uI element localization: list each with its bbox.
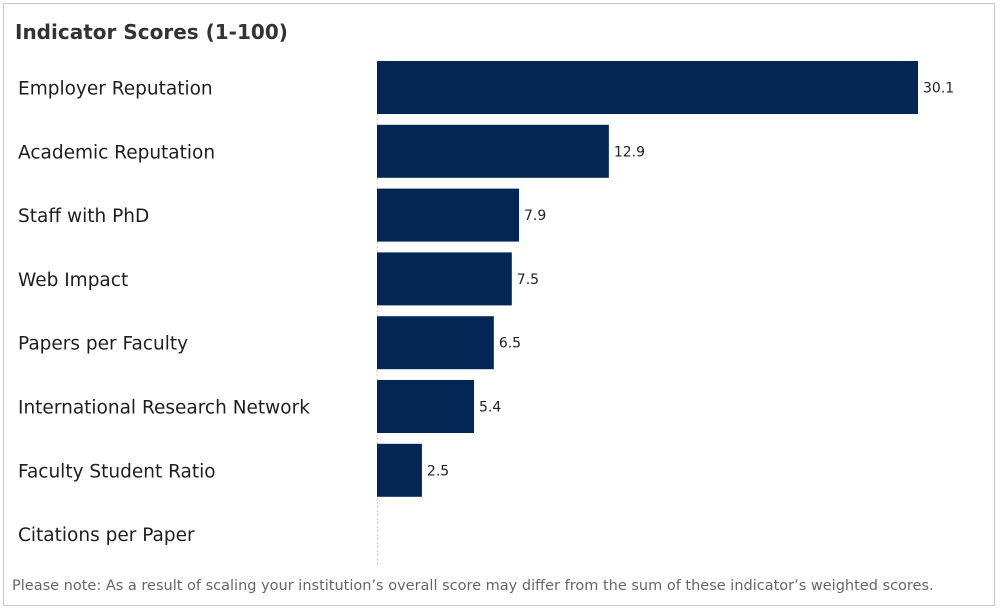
value-label: 7.5 [517,272,539,288]
chart-note: Please note: As a result of scaling your… [12,578,934,594]
bar [377,124,609,178]
bar [377,252,512,306]
category-label: Staff with PhD [18,206,149,227]
category-label: International Research Network [18,398,310,419]
value-label: 5.4 [479,400,501,416]
category-label: Papers per Faculty [18,334,188,355]
category-label: Academic Reputation [18,142,215,163]
bar [377,443,422,497]
value-label: 12.9 [614,144,645,160]
category-label: Citations per Paper [18,525,195,546]
bar [377,316,494,370]
bar [377,380,475,433]
value-label: 7.9 [524,208,546,224]
category-label: Web Impact [18,270,128,291]
value-label: 30.1 [923,81,954,97]
bar [377,61,918,114]
category-label: Faculty Student Ratio [18,461,216,482]
value-label: 6.5 [499,336,521,352]
value-label: 2.5 [427,463,449,479]
chart-title: Indicator Scores (1-100) [15,20,288,44]
category-label: Employer Reputation [18,79,213,100]
bar [377,188,519,242]
